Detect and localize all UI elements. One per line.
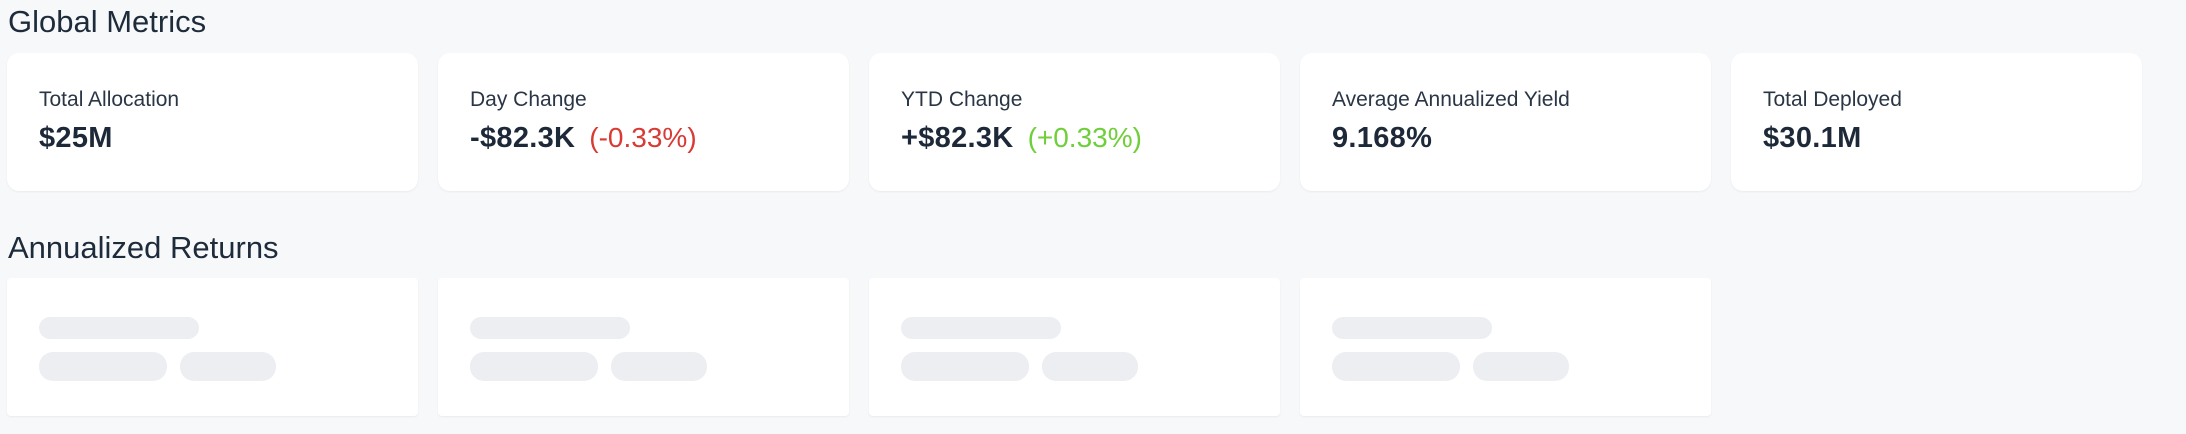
metric-card-total-allocation: Total Allocation $25M — [7, 53, 418, 191]
metric-label: YTD Change — [901, 88, 1023, 111]
skeleton-value-row — [39, 352, 386, 381]
metric-value: $30.1M — [1763, 122, 1862, 154]
skeleton-title-bar — [39, 317, 199, 339]
metric-delta-negative: (-0.33%) — [589, 122, 697, 153]
skeleton-value-bar — [901, 352, 1029, 381]
metric-value-line: $25M — [39, 122, 386, 155]
skeleton-delta-bar — [180, 352, 276, 381]
metric-value-line: +$82.3K (+0.33%) — [901, 122, 1248, 155]
metric-delta-positive: (+0.33%) — [1027, 122, 1142, 153]
skeleton-value-row — [1332, 352, 1679, 381]
returns-card-skeleton — [7, 278, 418, 416]
metric-card-day-change: Day Change -$82.3K (-0.33%) — [438, 53, 849, 191]
skeleton-delta-bar — [1473, 352, 1569, 381]
metric-value-line: -$82.3K (-0.33%) — [470, 122, 817, 155]
returns-card-skeleton — [438, 278, 849, 416]
skeleton-title-bar — [470, 317, 630, 339]
skeleton-value-bar — [470, 352, 598, 381]
global-metrics-row: Total Allocation $25M Day Change -$82.3K… — [7, 53, 2142, 191]
skeleton-value-row — [901, 352, 1248, 381]
skeleton-delta-bar — [1042, 352, 1138, 381]
skeleton-value-row — [470, 352, 817, 381]
returns-card-skeleton — [869, 278, 1280, 416]
skeleton-value-bar — [39, 352, 167, 381]
metric-value: 9.168% — [1332, 122, 1433, 154]
metric-label: Total Deployed — [1763, 88, 1902, 111]
metric-card-total-deployed: Total Deployed $30.1M — [1731, 53, 2142, 191]
skeleton-value-bar — [1332, 352, 1460, 381]
returns-card-skeleton — [1300, 278, 1711, 416]
metric-value: -$82.3K — [470, 122, 576, 154]
metric-value-line: 9.168% — [1332, 122, 1679, 155]
annualized-returns-row — [7, 278, 1711, 416]
global-metrics-title: Global Metrics — [8, 4, 207, 39]
annualized-returns-title: Annualized Returns — [8, 230, 279, 265]
metric-card-average-annualized-yield: Average Annualized Yield 9.168% — [1300, 53, 1711, 191]
metric-value-line: $30.1M — [1763, 122, 2110, 155]
metric-label: Average Annualized Yield — [1332, 88, 1570, 111]
metric-label: Day Change — [470, 88, 587, 111]
skeleton-title-bar — [901, 317, 1061, 339]
skeleton-delta-bar — [611, 352, 707, 381]
metric-label: Total Allocation — [39, 88, 180, 111]
metric-card-ytd-change: YTD Change +$82.3K (+0.33%) — [869, 53, 1280, 191]
skeleton-title-bar — [1332, 317, 1492, 339]
metric-value: $25M — [39, 122, 113, 154]
metric-value: +$82.3K — [901, 122, 1014, 154]
